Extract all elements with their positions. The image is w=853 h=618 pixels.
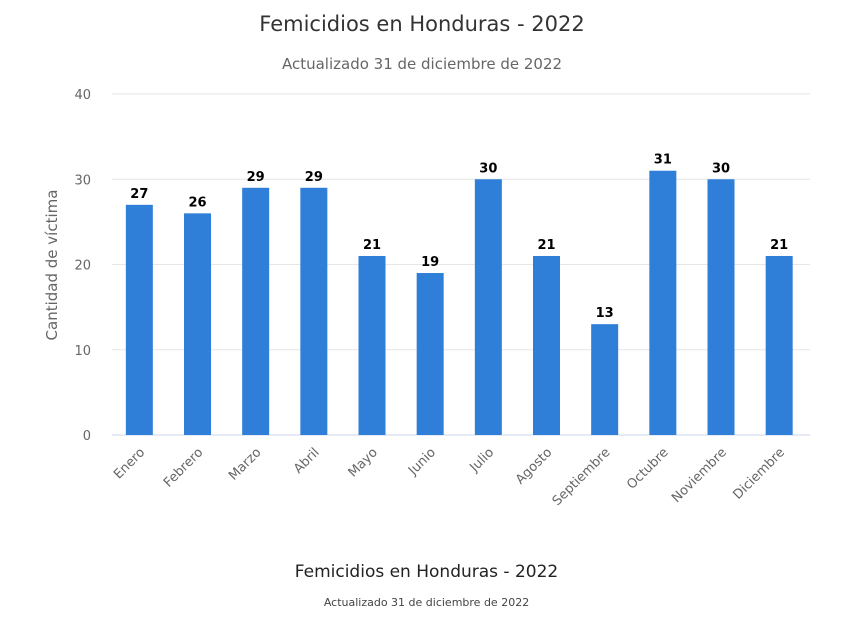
data-label: 21: [363, 238, 381, 253]
caption-subtitle: Actualizado 31 de diciembre de 2022: [323, 596, 530, 609]
chart-title: Femicidios en Honduras - 2022: [259, 12, 584, 36]
data-label: 29: [305, 170, 323, 185]
x-tick-label: Enero: [111, 445, 148, 482]
y-tick-label: 10: [74, 344, 91, 359]
bar-chart: Femicidios en Honduras - 2022 Actualizad…: [43, 12, 810, 509]
x-tick-label: Febrero: [161, 445, 206, 490]
x-tick-label: Agosto: [513, 445, 555, 487]
bar: [649, 170, 677, 435]
bar: [184, 213, 212, 435]
chart-subtitle: Actualizado 31 de diciembre de 2022: [282, 55, 562, 73]
data-label: 13: [596, 306, 614, 321]
bar: [416, 273, 444, 435]
caption-title: Femicidios en Honduras - 2022: [294, 562, 559, 582]
bar: [707, 179, 735, 435]
x-tick-label: Septiembre: [550, 445, 614, 509]
bar: [533, 255, 561, 435]
y-tick-label: 20: [74, 259, 91, 274]
bar: [591, 324, 619, 435]
y-axis-title: Cantidad de víctima: [43, 190, 61, 341]
bar: [242, 187, 270, 435]
data-label: 29: [247, 170, 265, 185]
x-tick-label: Noviembre: [669, 445, 730, 506]
data-label: 27: [130, 187, 148, 202]
data-label: 26: [188, 195, 206, 210]
y-tick-label: 30: [74, 173, 91, 188]
data-label: 31: [654, 153, 672, 168]
y-tick-label: 0: [83, 429, 91, 444]
x-tick-label: Octubre: [624, 445, 671, 492]
x-tick-label: Junio: [405, 445, 439, 479]
data-label: 30: [479, 161, 497, 176]
x-tick-label: Julio: [467, 445, 498, 476]
data-label: 21: [537, 238, 555, 253]
bar: [125, 204, 153, 435]
data-label: 19: [421, 255, 439, 270]
data-label: 21: [770, 238, 788, 253]
bar: [358, 255, 386, 435]
bar: [300, 187, 328, 435]
bar: [474, 179, 502, 435]
x-tick-label: Mayo: [346, 445, 381, 480]
x-tick-label: Marzo: [226, 445, 264, 483]
x-tick-label: Diciembre: [730, 445, 788, 503]
y-tick-label: 40: [74, 88, 91, 103]
bar: [765, 255, 793, 435]
x-tick-label: Abril: [291, 445, 323, 477]
data-label: 30: [712, 161, 730, 176]
